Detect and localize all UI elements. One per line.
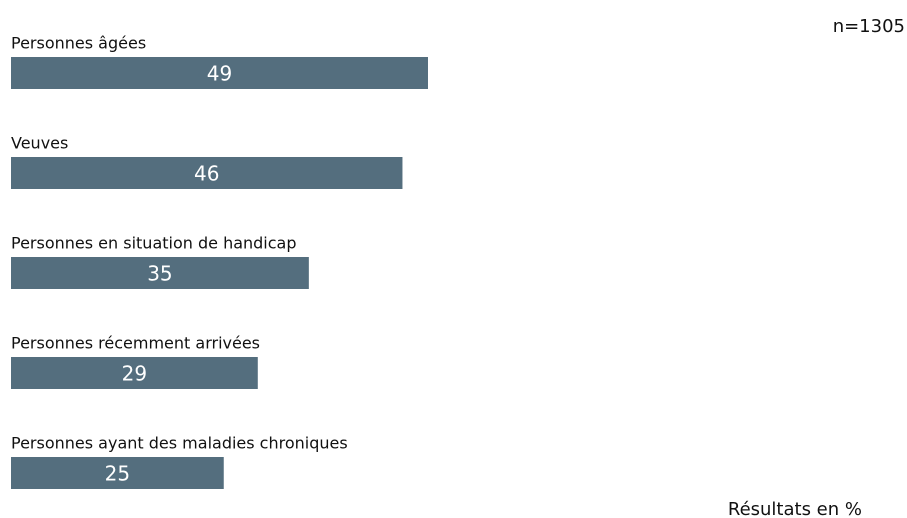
bar <box>11 357 258 389</box>
value-label: 49 <box>207 62 232 86</box>
value-label: 25 <box>105 462 130 486</box>
bar <box>11 157 403 189</box>
sample-size: n=1305 <box>833 16 905 37</box>
category-label: Personnes âgées <box>11 34 146 53</box>
value-label: 35 <box>147 262 172 286</box>
category-label: Veuves <box>11 134 68 153</box>
bar <box>11 457 224 489</box>
value-label: 29 <box>122 362 147 386</box>
bar <box>11 257 309 289</box>
category-label: Personnes ayant des maladies chroniques <box>11 434 348 453</box>
value-label: 46 <box>194 162 219 186</box>
category-label: Personnes récemment arrivées <box>11 334 260 353</box>
category-label: Personnes en situation de handicap <box>11 234 297 253</box>
unit-note: Résultats en % <box>728 499 862 518</box>
bar <box>11 57 428 89</box>
